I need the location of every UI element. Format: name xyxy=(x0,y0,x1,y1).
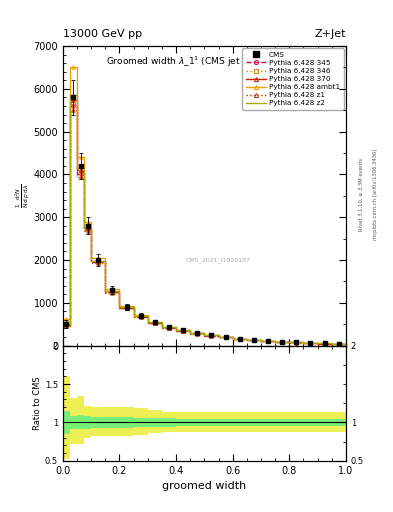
Text: Z+Jet: Z+Jet xyxy=(314,29,346,39)
Text: CMS_2021_I1920187: CMS_2021_I1920187 xyxy=(186,258,251,263)
Text: mcplots.cern.ch [arXiv:1306.3436]: mcplots.cern.ch [arXiv:1306.3436] xyxy=(373,149,378,240)
Text: 13000 GeV pp: 13000 GeV pp xyxy=(63,29,142,39)
Legend: CMS, Pythia 6.428 345, Pythia 6.428 346, Pythia 6.428 370, Pythia 6.428 ambt1, P: CMS, Pythia 6.428 345, Pythia 6.428 346,… xyxy=(242,48,343,110)
Y-axis label: Ratio to CMS: Ratio to CMS xyxy=(33,376,42,430)
Text: Rivet 3.1.10, ≥ 3.3M events: Rivet 3.1.10, ≥ 3.3M events xyxy=(358,158,363,231)
Y-axis label: $\frac{1}{\mathrm{N}}\frac{\mathrm{d}^2N}{\mathrm{d}\,p\;\mathrm{d}\lambda}$: $\frac{1}{\mathrm{N}}\frac{\mathrm{d}^2N… xyxy=(13,183,31,208)
X-axis label: groomed width: groomed width xyxy=(162,481,246,491)
Text: Groomed width $\lambda\_1^1$ (CMS jet substructure): Groomed width $\lambda\_1^1$ (CMS jet su… xyxy=(106,55,303,70)
